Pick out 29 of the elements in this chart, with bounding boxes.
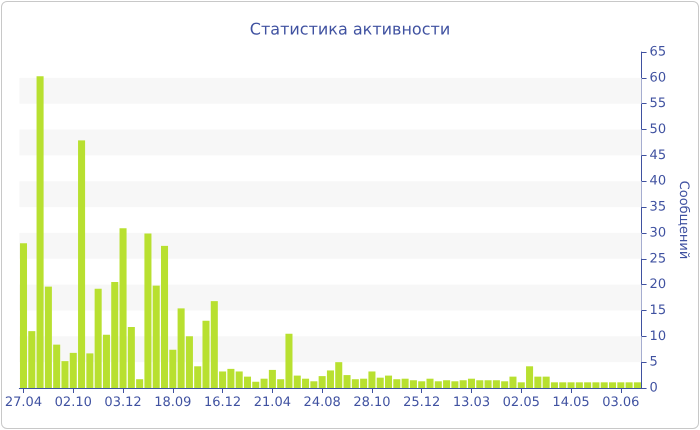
y-tick-label: 0 <box>650 380 658 396</box>
y-axis-title: Сообщений <box>676 180 691 260</box>
x-tick-label: 27.04 <box>4 395 42 410</box>
x-tick-label: 18.09 <box>154 395 192 410</box>
x-tick-label: 28.10 <box>353 395 391 410</box>
x-tick-label: 02.10 <box>54 395 92 410</box>
y-tick-label: 35 <box>650 200 666 215</box>
x-tick-label: 03.12 <box>104 395 142 410</box>
y-tick-label: 60 <box>650 70 666 86</box>
y-tick-label: 30 <box>650 225 666 240</box>
x-tick-label: 24.08 <box>304 395 341 410</box>
y-tick-label: 25 <box>650 251 666 266</box>
y-tick-label: 55 <box>650 96 666 112</box>
x-tick-label: 21.04 <box>254 395 291 410</box>
y-tick-label: 50 <box>650 122 666 138</box>
x-tick-label: 02.05 <box>502 395 540 410</box>
x-tick-label: 13.03 <box>452 395 490 410</box>
x-tick-label: 16.12 <box>204 395 242 410</box>
y-tick-label: 65 <box>650 44 666 60</box>
chart-title: Статистика активности <box>250 20 450 38</box>
y-tick-label: 45 <box>650 148 666 163</box>
y-tick-label: 15 <box>650 302 666 318</box>
y-tick-label: 20 <box>650 277 666 292</box>
y-tick-label: 10 <box>650 328 666 344</box>
x-tick-label: 03.06 <box>602 395 640 410</box>
y-tick-label: 5 <box>650 354 658 370</box>
x-tick-label: 14.05 <box>552 395 590 410</box>
x-tick-label: 25.12 <box>403 395 440 410</box>
y-tick-label: 40 <box>650 174 666 189</box>
